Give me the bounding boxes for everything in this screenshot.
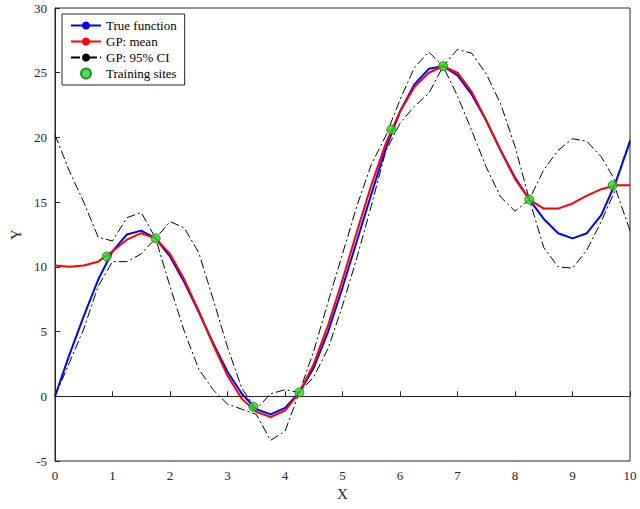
svg-text:X: X <box>337 486 348 502</box>
svg-text:20: 20 <box>34 130 47 145</box>
svg-text:2: 2 <box>167 468 174 483</box>
svg-text:True function: True function <box>106 18 177 33</box>
svg-text:3: 3 <box>224 468 231 483</box>
svg-text:GP: mean: GP: mean <box>106 34 158 49</box>
svg-text:1: 1 <box>109 468 116 483</box>
svg-text:GP: 95% CI: GP: 95% CI <box>106 50 170 65</box>
svg-text:30: 30 <box>34 1 47 16</box>
svg-text:-5: -5 <box>36 454 47 469</box>
svg-text:8: 8 <box>512 468 519 483</box>
svg-text:Y: Y <box>8 229 24 240</box>
svg-text:Training sites: Training sites <box>106 66 177 81</box>
svg-text:9: 9 <box>569 468 576 483</box>
svg-text:5: 5 <box>41 324 48 339</box>
svg-text:10: 10 <box>624 468 637 483</box>
svg-text:4: 4 <box>282 468 289 483</box>
svg-text:0: 0 <box>52 468 59 483</box>
svg-text:7: 7 <box>454 468 461 483</box>
svg-text:10: 10 <box>34 259 47 274</box>
svg-text:15: 15 <box>34 195 47 210</box>
svg-text:25: 25 <box>34 65 47 80</box>
svg-text:0: 0 <box>41 389 48 404</box>
svg-text:6: 6 <box>397 468 404 483</box>
svg-text:5: 5 <box>339 468 346 483</box>
